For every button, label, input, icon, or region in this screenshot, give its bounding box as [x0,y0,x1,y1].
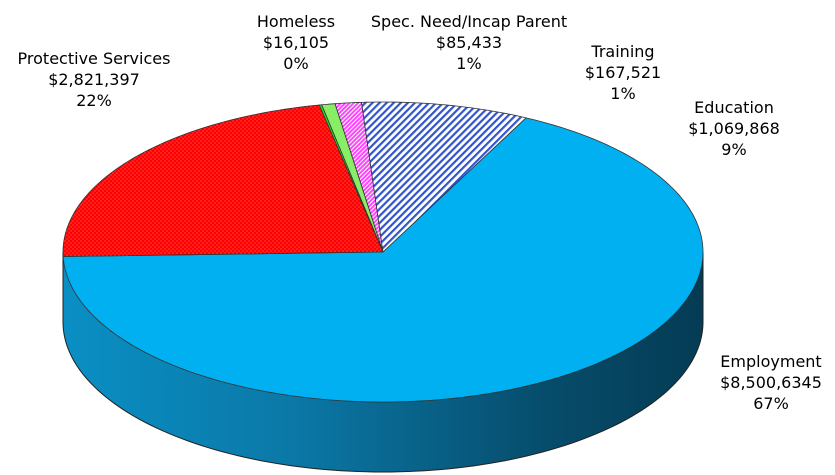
value-label-education: $1,069,868 [688,119,780,138]
value-label-spec-need-incap-parent: $85,433 [436,33,502,52]
data-label-protective-services: Protective Services $2,821,397 22% [18,49,171,110]
pie-slice-training [334,101,384,253]
percent-label-education: 9% [721,140,746,159]
data-label-education: Education $1,069,868 9% [688,98,780,159]
category-label-training: Training [590,42,654,61]
data-label-homeless: Homeless $16,105 0% [257,12,335,73]
category-label-homeless: Homeless [257,12,335,31]
data-label-employment: Employment $8,500,6345 67% [720,352,822,413]
percent-label-protective-services: 22% [76,91,112,110]
value-label-protective-services: $2,821,397 [48,70,140,89]
pie-slice-protective-services [62,104,384,257]
pie-slice-education [361,101,527,253]
percent-label-homeless: 0% [283,54,308,73]
percent-label-spec-need-incap-parent: 1% [456,54,481,73]
percent-label-employment: 67% [753,394,789,413]
category-label-spec-need-incap-parent: Spec. Need/Incap Parent [371,12,567,31]
value-label-homeless: $16,105 [263,33,329,52]
value-label-employment: $8,500,6345 [720,373,822,392]
category-label-employment: Employment [720,352,821,371]
pie-side-employment [63,253,703,472]
data-label-spec-need-incap-parent: Spec. Need/Incap Parent $85,433 1% [371,12,567,73]
pie-slice-spec-need-incap-parent [321,103,384,253]
category-label-education: Education [694,98,774,117]
category-label-protective-services: Protective Services [18,49,171,68]
data-label-training: Training $167,521 1% [585,42,661,103]
pie-slice-employment [62,117,704,403]
percent-label-training: 1% [610,84,635,103]
value-label-training: $167,521 [585,63,661,82]
pie-bottom-edge [62,321,704,473]
